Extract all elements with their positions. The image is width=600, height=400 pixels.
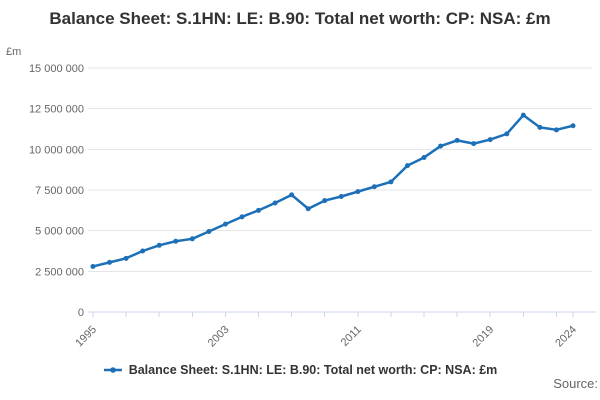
legend-line-marker-icon [103, 367, 122, 373]
svg-text:12 500 000: 12 500 000 [29, 104, 84, 116]
legend: Balance Sheet: S.1HN: LE: B.90: Total ne… [0, 360, 600, 380]
svg-text:2003: 2003 [206, 324, 232, 350]
svg-text:15 000 000: 15 000 000 [29, 63, 84, 75]
svg-text:0: 0 [78, 307, 84, 319]
legend-label: Balance Sheet: S.1HN: LE: B.90: Total ne… [128, 363, 498, 377]
y-axis-unit-label: £m [6, 46, 22, 58]
svg-text:1995: 1995 [73, 324, 99, 350]
legend-item[interactable]: Balance Sheet: S.1HN: LE: B.90: Total ne… [103, 363, 498, 377]
svg-text:2011: 2011 [339, 324, 364, 349]
svg-text:2024: 2024 [553, 324, 579, 350]
svg-text:7 500 000: 7 500 000 [35, 185, 84, 197]
svg-text:5 000 000: 5 000 000 [35, 226, 84, 238]
svg-text:2 500 000: 2 500 000 [35, 266, 84, 278]
svg-text:2019: 2019 [471, 324, 497, 350]
svg-text:10 000 000: 10 000 000 [29, 144, 84, 156]
chart-title: Balance Sheet: S.1HN: LE: B.90: Total ne… [49, 9, 551, 28]
source-label: Source: [553, 376, 598, 391]
